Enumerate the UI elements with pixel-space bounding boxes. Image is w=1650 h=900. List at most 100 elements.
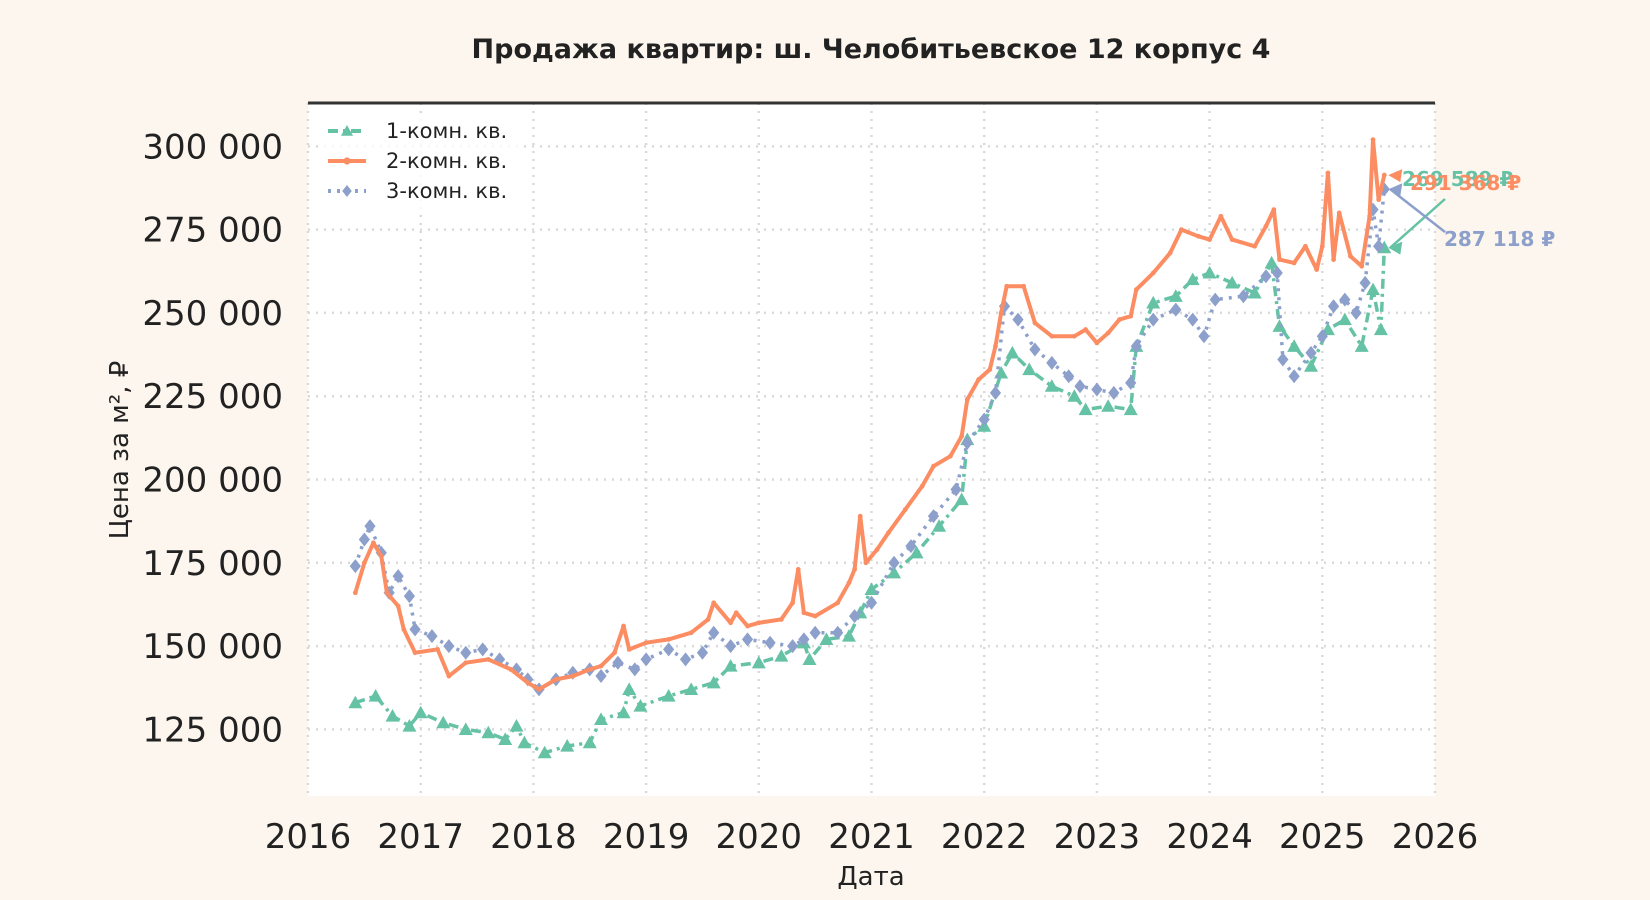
legend-swatch-marker bbox=[341, 125, 353, 136]
data-point bbox=[1370, 137, 1376, 143]
data-point bbox=[1187, 312, 1199, 327]
data-point bbox=[536, 686, 542, 692]
data-point bbox=[1032, 320, 1038, 326]
end-annotations: 269 589 ₽291 368 ₽ 287 118 ₽ bbox=[1388, 167, 1555, 255]
data-point bbox=[1304, 359, 1319, 372]
legend-label: 2-комн. кв. bbox=[386, 149, 507, 173]
data-point bbox=[384, 590, 390, 596]
x-tick-label: 2024 bbox=[1166, 817, 1253, 857]
data-point bbox=[348, 695, 363, 709]
data-point bbox=[1337, 312, 1352, 326]
data-point bbox=[874, 547, 880, 552]
data-point bbox=[403, 589, 416, 604]
data-point bbox=[1046, 355, 1058, 370]
data-point bbox=[508, 666, 514, 672]
data-point bbox=[1376, 197, 1382, 203]
data-point bbox=[1125, 375, 1137, 390]
data-point bbox=[1179, 227, 1184, 233]
data-point bbox=[622, 682, 637, 695]
data-point bbox=[1354, 339, 1369, 352]
data-point bbox=[1022, 362, 1037, 376]
data-point bbox=[413, 705, 428, 719]
data-point bbox=[1063, 369, 1075, 384]
data-point bbox=[888, 555, 900, 570]
data-point bbox=[688, 630, 694, 636]
data-point bbox=[959, 433, 965, 439]
data-point bbox=[795, 567, 801, 572]
data-point bbox=[819, 632, 834, 646]
data-point bbox=[361, 560, 367, 566]
data-point bbox=[1291, 260, 1297, 266]
data-point bbox=[640, 652, 652, 667]
data-point bbox=[774, 649, 789, 662]
data-point bbox=[633, 699, 648, 712]
data-point bbox=[349, 559, 361, 574]
data-point bbox=[1195, 233, 1201, 239]
data-point bbox=[598, 663, 604, 669]
data-point bbox=[368, 689, 383, 702]
data-point bbox=[1367, 213, 1373, 219]
data-point bbox=[1130, 339, 1142, 354]
data-point bbox=[1359, 263, 1365, 269]
data-point bbox=[1170, 302, 1182, 317]
data-point bbox=[435, 647, 441, 652]
data-point bbox=[1071, 333, 1077, 339]
data-point bbox=[1260, 269, 1272, 284]
data-point bbox=[905, 539, 917, 554]
data-point bbox=[1325, 170, 1331, 176]
data-point bbox=[832, 625, 844, 640]
data-point bbox=[485, 656, 491, 662]
data-point bbox=[1049, 333, 1055, 339]
data-point bbox=[846, 580, 852, 586]
y-tick-label: 200 000 bbox=[142, 460, 283, 500]
data-point bbox=[560, 739, 575, 752]
data-point bbox=[1381, 172, 1387, 178]
data-point bbox=[1264, 255, 1279, 269]
data-point bbox=[1108, 385, 1120, 400]
data-point bbox=[661, 689, 676, 702]
data-point bbox=[616, 705, 631, 719]
data-point bbox=[1005, 345, 1020, 359]
data-point bbox=[1271, 265, 1283, 280]
data-point bbox=[1146, 295, 1161, 309]
y-tick-label: 150 000 bbox=[142, 627, 283, 667]
data-point bbox=[1202, 265, 1217, 279]
y-tick-label: 175 000 bbox=[142, 544, 283, 584]
data-point bbox=[629, 662, 641, 677]
annotation-arrow bbox=[1389, 188, 1446, 233]
data-point bbox=[778, 617, 784, 622]
data-point bbox=[756, 620, 762, 626]
data-point bbox=[1316, 329, 1328, 344]
legend-label: 3-комн. кв. bbox=[386, 179, 507, 203]
data-point bbox=[1012, 312, 1024, 327]
x-tick-label: 2019 bbox=[603, 817, 690, 857]
data-point bbox=[401, 627, 407, 632]
data-point bbox=[582, 735, 597, 749]
data-point bbox=[1021, 283, 1027, 289]
data-point bbox=[865, 595, 878, 610]
data-point bbox=[1373, 322, 1388, 336]
y-tick-label: 225 000 bbox=[142, 377, 283, 417]
data-point bbox=[1277, 257, 1282, 262]
end-value-label: 291 368 ₽ bbox=[1410, 171, 1521, 195]
data-point bbox=[1078, 402, 1093, 416]
data-point bbox=[612, 655, 624, 670]
data-point bbox=[1083, 327, 1089, 332]
data-point bbox=[570, 673, 576, 679]
data-point bbox=[741, 632, 754, 647]
data-point bbox=[626, 647, 632, 652]
data-point bbox=[711, 600, 717, 606]
data-point bbox=[643, 640, 649, 646]
data-point bbox=[684, 682, 699, 695]
data-point bbox=[798, 632, 810, 647]
data-point bbox=[1044, 379, 1059, 392]
data-point bbox=[1339, 292, 1351, 307]
data-point bbox=[976, 377, 981, 382]
data-point bbox=[919, 483, 925, 489]
data-point bbox=[1277, 352, 1289, 367]
y-tick-label: 300 000 bbox=[142, 127, 283, 167]
legend-label: 1-комн. кв. bbox=[386, 119, 507, 143]
data-point bbox=[364, 519, 376, 534]
annotation-arrowhead bbox=[1388, 169, 1403, 183]
data-point bbox=[1150, 270, 1156, 276]
